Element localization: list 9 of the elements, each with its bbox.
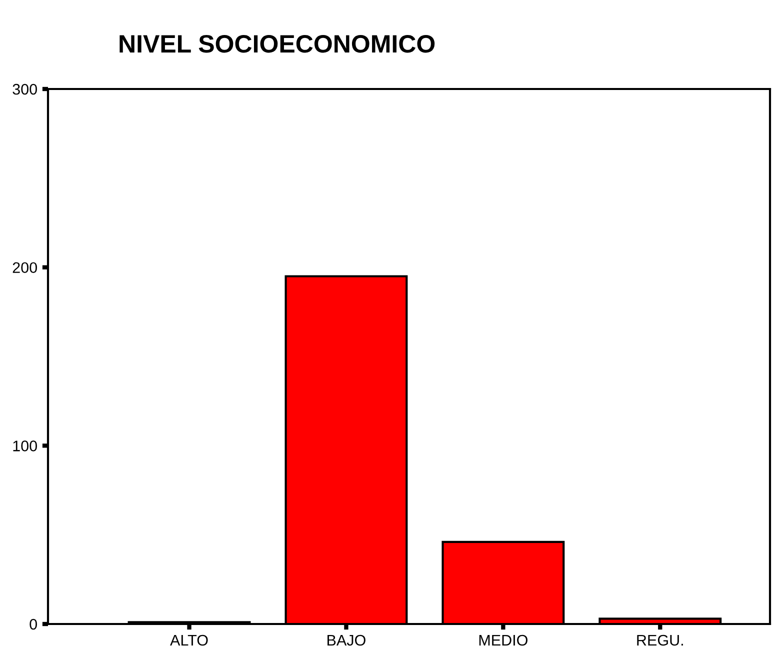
x-tick-label: MEDIO (479, 634, 528, 646)
y-tick-label: 100 (13, 440, 37, 452)
y-tick-label: 200 (12, 262, 37, 274)
x-tick-label: BAJO (328, 634, 366, 646)
chart-title: NIVEL SOCIOECONOMICO (120, 35, 435, 53)
y-tick-label: 300 (12, 84, 37, 95)
x-tick-label: ALTO (170, 634, 208, 646)
y-tick-label: 0 (30, 618, 37, 630)
x-tick-label: REGU. (637, 634, 683, 646)
